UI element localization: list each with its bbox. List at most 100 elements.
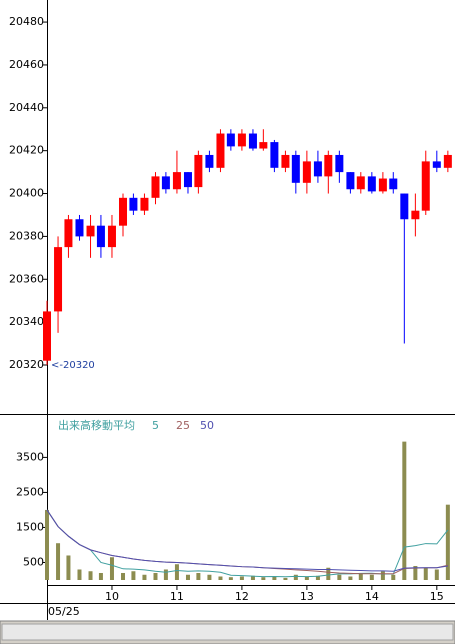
candle-body	[194, 154, 203, 188]
candle-body	[107, 225, 116, 248]
scrollbar-thumb[interactable]	[1, 623, 454, 641]
volume-bar	[98, 572, 103, 580]
date-label: 05/25	[48, 605, 80, 618]
annotation: <-20320	[51, 360, 95, 371]
legend-entry: 5	[152, 419, 159, 432]
candle-body	[335, 154, 344, 173]
candle-body	[151, 176, 160, 198]
volume-bar	[380, 571, 385, 580]
volume-bar	[337, 574, 342, 580]
y-tick-label: 20460	[9, 58, 44, 71]
candle-body	[96, 225, 105, 248]
volume-bar	[228, 577, 233, 580]
candle-body	[226, 133, 235, 147]
candle-body	[291, 154, 300, 183]
volume-bar	[434, 569, 439, 580]
volume-bar	[250, 575, 255, 580]
candle-body	[443, 154, 452, 168]
y-tick-label: 20400	[9, 187, 44, 200]
volume-bar	[45, 509, 49, 580]
volume-bar	[391, 574, 396, 580]
volume-bar	[121, 572, 126, 580]
volume-bar	[315, 575, 320, 580]
x-tick-label: 10	[105, 590, 119, 603]
candle-body	[400, 193, 409, 220]
volume-bar	[445, 504, 450, 580]
volume-bar	[56, 543, 61, 580]
candle-body	[432, 161, 441, 168]
volume-bar	[66, 555, 71, 580]
candle-body	[411, 210, 420, 220]
volume-bar	[358, 572, 363, 580]
legend-entry: 25	[176, 419, 190, 432]
y-tick-label: 1500	[16, 520, 44, 533]
volume-bar	[153, 572, 158, 580]
candle-body	[140, 197, 149, 211]
candle-body	[205, 154, 214, 168]
candle-body	[216, 133, 225, 168]
volume-bar	[218, 576, 223, 580]
y-tick-label: 20320	[9, 358, 44, 371]
volume-bar	[109, 557, 114, 580]
y-tick-label: 3500	[16, 450, 44, 463]
volume-bar	[261, 577, 266, 580]
volume-bar	[423, 567, 428, 580]
candle-body	[248, 133, 257, 149]
volume-bar	[196, 572, 201, 580]
candle-body	[346, 172, 355, 190]
y-tick-label: 20480	[9, 15, 44, 28]
volume-bar	[239, 576, 244, 580]
volume-bar	[304, 576, 309, 580]
x-tick-label: 13	[300, 590, 314, 603]
y-tick-label: 20380	[9, 229, 44, 242]
candle-body	[86, 225, 95, 237]
x-tick-label: 11	[170, 590, 184, 603]
candle-body	[281, 154, 290, 168]
y-tick-label: 20360	[9, 272, 44, 285]
moving-average-line	[46, 509, 448, 572]
volume-bar	[163, 569, 168, 580]
volume-bar	[369, 574, 374, 580]
volume-bar	[413, 565, 418, 580]
candle-body	[313, 161, 322, 177]
candle-body	[64, 219, 73, 248]
candle-body	[421, 161, 430, 211]
volume-bar	[272, 576, 277, 580]
y-tick-label: 500	[23, 555, 44, 568]
volume-bar	[326, 567, 331, 580]
candle-body	[172, 172, 181, 190]
x-tick-label: 12	[235, 590, 249, 603]
y-tick-label: 20340	[9, 315, 44, 328]
candle-body	[270, 142, 279, 168]
candle-body	[43, 311, 51, 361]
candle-body	[259, 142, 268, 149]
y-tick-label: 2500	[16, 485, 44, 498]
volume-bar	[283, 577, 288, 580]
y-tick-label: 20420	[9, 144, 44, 157]
candle-body	[237, 133, 246, 147]
candle-body	[129, 197, 138, 211]
volume-bar	[293, 574, 298, 580]
x-tick-label: 14	[365, 590, 379, 603]
volume-bar	[77, 569, 82, 580]
volume-bar	[88, 571, 93, 580]
y-tick-label: 20440	[9, 101, 44, 114]
volume-bar	[142, 574, 147, 580]
candle-body	[183, 172, 192, 188]
volume-bar	[185, 574, 190, 580]
candle-body	[356, 176, 365, 190]
legend-entry: 50	[200, 419, 214, 432]
candle-body	[54, 247, 63, 312]
candle-body	[324, 154, 333, 177]
volume-bar	[402, 441, 407, 580]
volume-bar	[174, 564, 179, 580]
x-tick-label: 15	[430, 590, 444, 603]
candle-body	[367, 176, 376, 192]
volume-bar	[348, 576, 353, 580]
candle-body	[75, 219, 84, 237]
volume-bar	[131, 571, 136, 580]
volume-bar	[207, 574, 212, 580]
